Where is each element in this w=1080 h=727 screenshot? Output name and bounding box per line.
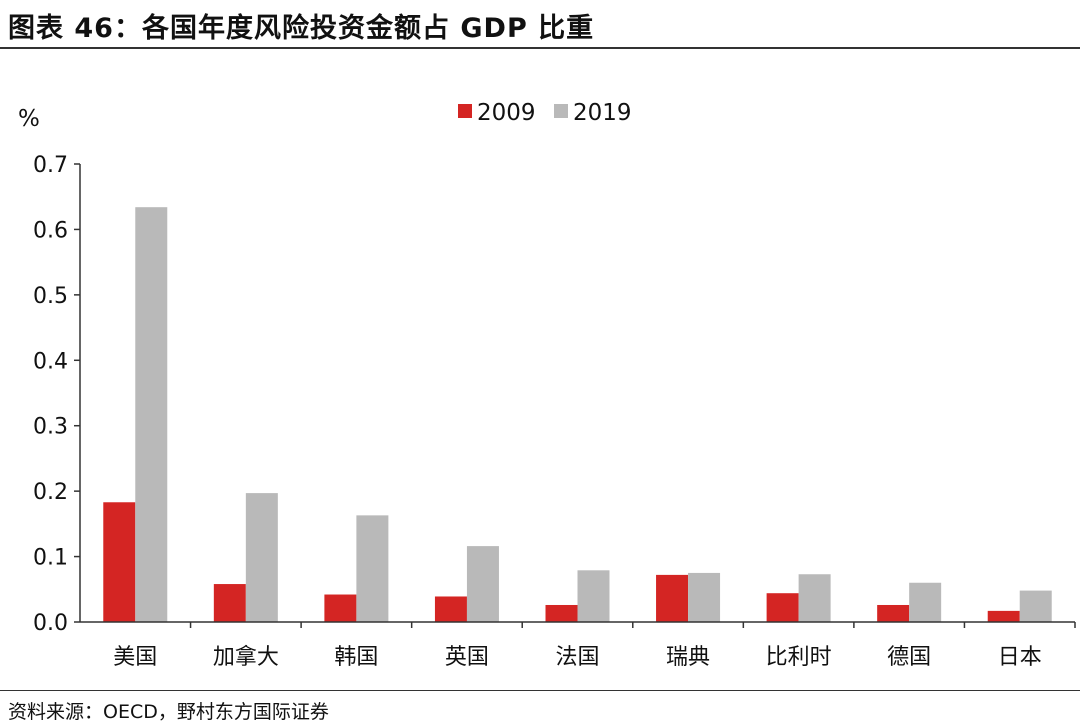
x-tick-label: 英国 [445,645,489,670]
source-note: 资料来源：OECD，野村东方国际证券 [8,701,329,723]
bar-2019-0 [135,207,168,622]
bar-2009-1 [213,584,246,622]
x-tick-label: 法国 [555,645,599,670]
legend-label-2009: 2009 [477,100,536,126]
y-tick-label: 0.7 [33,153,68,178]
legend-swatch-2009 [458,104,472,118]
bar-2009-2 [324,594,357,622]
bars-group [103,207,1052,622]
bar-2019-5 [688,572,721,622]
y-tick-label: 0.5 [33,284,68,309]
x-tick-label: 日本 [998,645,1042,670]
bar-2019-4 [577,570,610,622]
bar-2009-5 [656,574,689,622]
x-tick-label: 加拿大 [213,644,279,670]
bar-2019-8 [1019,590,1052,622]
bar-2009-4 [545,604,578,622]
bar-2019-1 [245,493,278,622]
x-tick-label: 比利时 [766,645,832,670]
bar-2009-8 [987,610,1020,622]
bar-2009-6 [766,593,799,622]
bar-2019-7 [909,582,942,622]
y-tick-label: 0.1 [33,546,68,571]
legend-swatch-2019 [554,104,568,118]
bar-2019-2 [356,515,389,622]
y-tick-label: 0.4 [33,349,68,374]
y-tick-label: 0.3 [33,415,68,440]
bar-2019-3 [466,546,499,622]
x-tick-label: 美国 [113,645,157,670]
x-tick-label: 德国 [887,645,931,670]
bar-2009-0 [103,502,136,622]
x-tick-label: 韩国 [334,645,378,670]
bar-chart: 2009 2019 % 0.0 0.1 0.2 0.3 0.4 0.5 0.6 0.7 美国 加拿大… [18,100,1076,670]
x-axis: 美国 加拿大 韩国 英国 法国 瑞典 比利时 德国 日本 [80,621,1076,670]
y-tick-label: 0.6 [33,218,68,243]
source-divider [0,690,1080,691]
legend-label-2019: 2019 [573,100,632,126]
chart-title: 图表 46：各国年度风险投资金额占 GDP 比重 [8,13,595,44]
y-axis: % 0.0 0.1 0.2 0.3 0.4 0.5 0.6 0.7 [18,106,81,636]
bar-2009-7 [877,604,910,622]
y-tick-label: 0.2 [33,480,68,505]
x-tick-label: 瑞典 [666,645,710,670]
y-axis-unit-label: % [18,106,40,132]
title-divider [0,47,1080,49]
y-tick-label: 0.0 [33,611,68,636]
chart-legend: 2009 2019 [458,100,632,126]
bar-2019-6 [798,574,831,622]
bar-2009-3 [434,596,467,622]
